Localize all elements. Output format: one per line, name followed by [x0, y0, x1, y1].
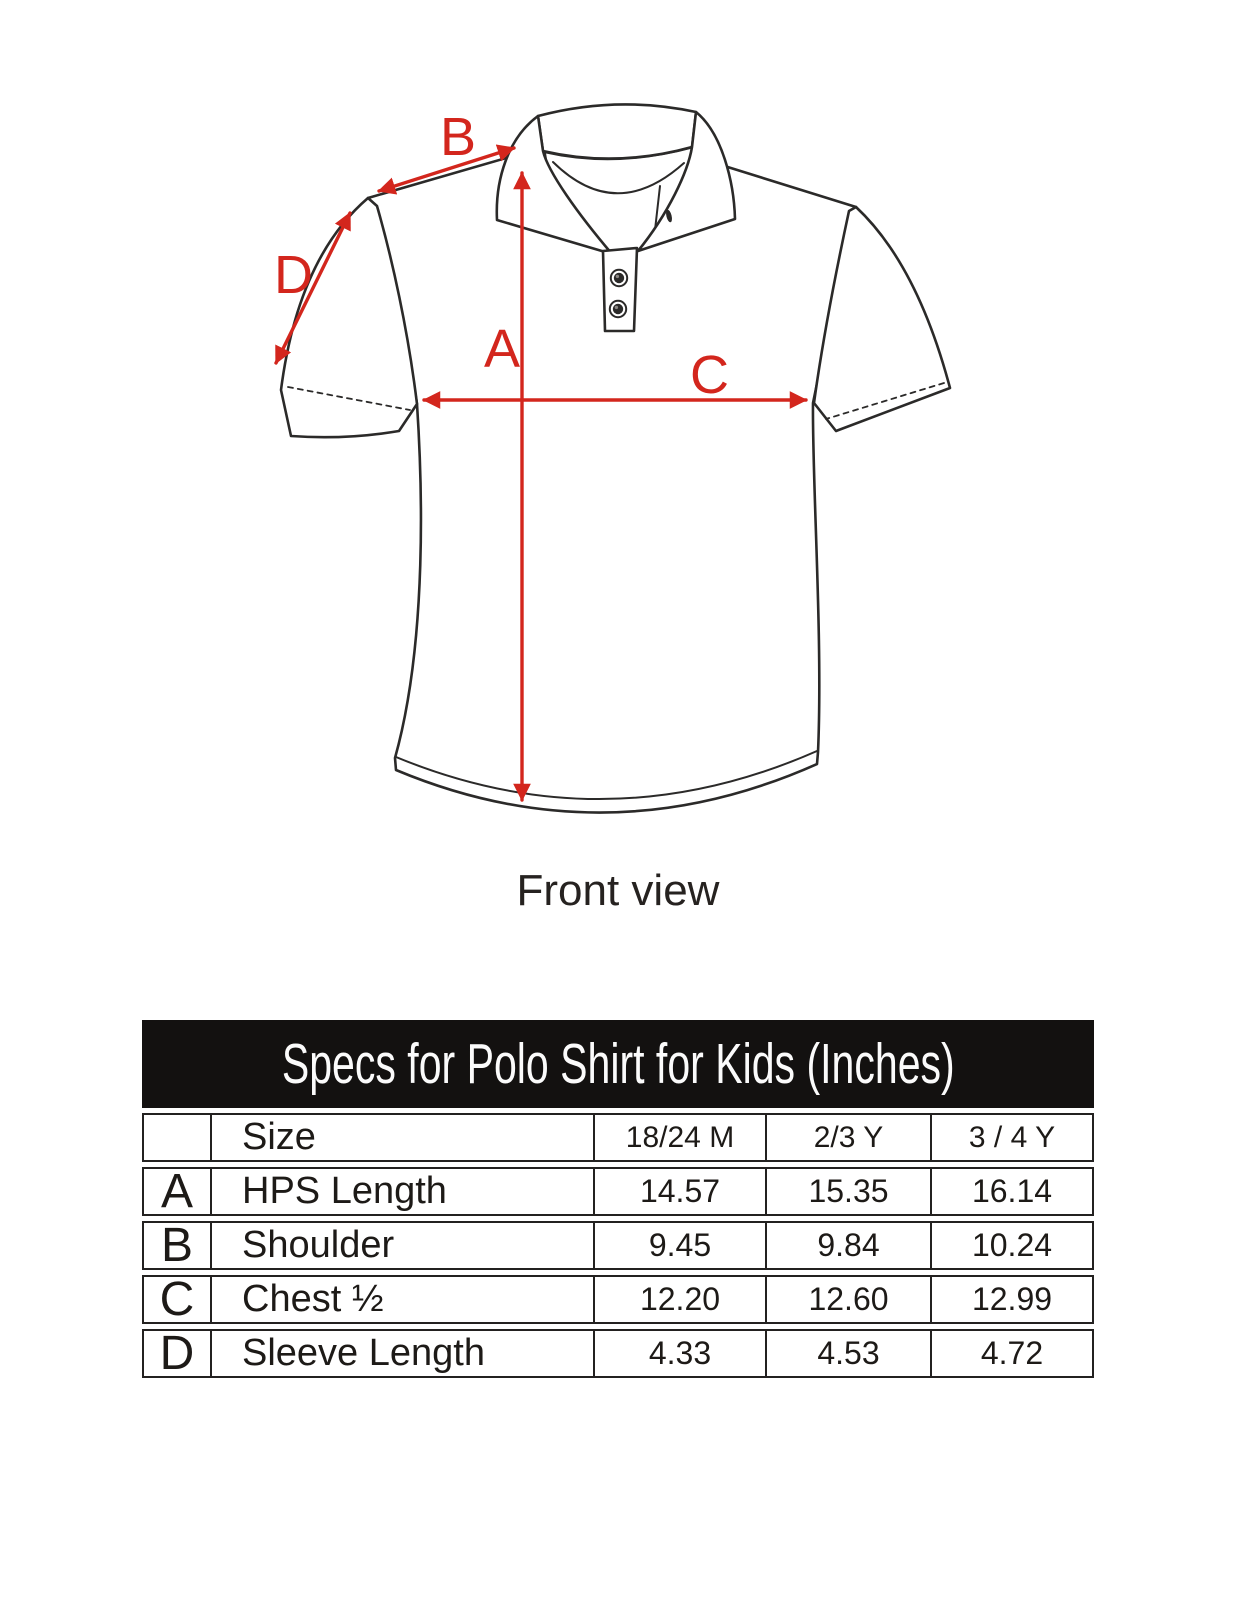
placket: [601, 246, 639, 333]
label-B: B: [440, 107, 476, 167]
collar-buttonhole: [666, 209, 672, 223]
back-neckline: [552, 161, 685, 195]
spec-letter-cell: B: [142, 1221, 212, 1270]
spec-value-cell: 14.57: [595, 1167, 767, 1216]
spec-size-cell: 2/3 Y: [767, 1113, 932, 1162]
spec-value-cell: 12.60: [767, 1275, 932, 1324]
spec-label-cell: Chest ½: [212, 1275, 595, 1324]
spec-size-cell: 3 / 4 Y: [932, 1113, 1094, 1162]
spec-value-cell: 12.99: [932, 1275, 1094, 1324]
spec-row-shoulder: B Shoulder 9.45 9.84 10.24: [142, 1221, 1094, 1270]
arrow-D-sleeve: [274, 211, 352, 365]
spec-table-title: Specs for Polo Shirt for Kids (Inches): [281, 1032, 955, 1096]
spec-value-cell: 10.24: [932, 1221, 1094, 1270]
spec-value-cell: 4.72: [932, 1329, 1094, 1378]
button-bottom: [608, 299, 628, 319]
spec-letter-cell: A: [142, 1167, 212, 1216]
spec-table: Specs for Polo Shirt for Kids (Inches) S…: [142, 1020, 1094, 1383]
shirt-outline: [279, 103, 952, 814]
left-cuff-stitch: [287, 386, 411, 411]
spec-label-cell: Sleeve Length: [212, 1329, 595, 1378]
spec-value-cell: 4.33: [595, 1329, 767, 1378]
spec-label-cell: HPS Length: [212, 1167, 595, 1216]
spec-value-cell: 16.14: [932, 1167, 1094, 1216]
polo-shirt-diagram: B D A C: [274, 103, 952, 814]
spec-table-grid: Size 18/24 M 2/3 Y 3 / 4 Y A HPS Length …: [142, 1108, 1094, 1383]
measurement-arrows: [274, 144, 808, 802]
right-sleeve: [812, 205, 952, 433]
spec-value-cell: 12.20: [595, 1275, 767, 1324]
spec-row-sleeve-length: D Sleeve Length 4.33 4.53 4.72: [142, 1329, 1094, 1378]
spec-value-cell: 15.35: [767, 1167, 932, 1216]
spec-letter-cell: [142, 1113, 212, 1162]
shirt-body: [366, 145, 858, 814]
back-collar: [536, 103, 698, 160]
spec-row-chest: C Chest ½ 12.20 12.60 12.99: [142, 1275, 1094, 1324]
size-header-row: Size 18/24 M 2/3 Y 3 / 4 Y: [142, 1113, 1094, 1162]
spec-value-cell: 4.53: [767, 1329, 932, 1378]
collar-band-edge: [654, 185, 661, 231]
front-view-caption: Front view: [516, 866, 720, 915]
right-cuff-stitch: [825, 382, 945, 420]
label-A: A: [484, 319, 520, 379]
spec-label-cell: Shoulder: [212, 1221, 595, 1270]
spec-table-title-bar: Specs for Polo Shirt for Kids (Inches): [142, 1020, 1094, 1108]
spec-value-cell: 9.84: [767, 1221, 932, 1270]
spec-letter-cell: C: [142, 1275, 212, 1324]
spec-letter-cell: D: [142, 1329, 212, 1378]
label-D: D: [274, 245, 313, 305]
spec-value-cell: 9.45: [595, 1221, 767, 1270]
hem-stitch-line: [395, 750, 818, 800]
spec-row-hps-length: A HPS Length 14.57 15.35 16.14: [142, 1167, 1094, 1216]
spec-size-cell: 18/24 M: [595, 1113, 767, 1162]
arrow-B-shoulder: [377, 144, 516, 195]
label-C: C: [690, 345, 729, 405]
button-top: [609, 268, 629, 288]
spec-label-cell: Size: [212, 1113, 595, 1162]
